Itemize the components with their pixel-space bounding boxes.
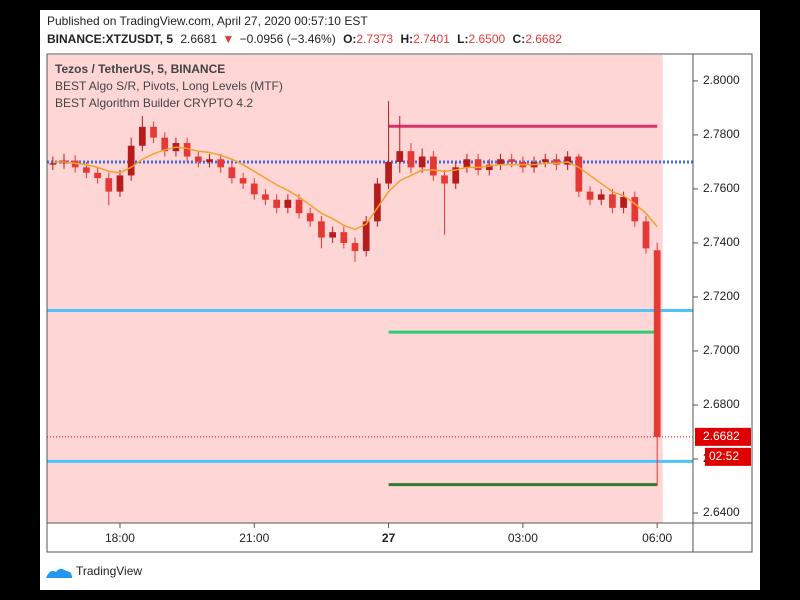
candle-body <box>161 137 169 152</box>
candle-body <box>418 156 426 168</box>
candle-body <box>553 159 560 165</box>
candle-body <box>250 183 258 195</box>
candle-body <box>497 159 504 165</box>
candle-body <box>138 126 146 146</box>
candle-body <box>206 159 213 162</box>
frame <box>46 53 753 553</box>
candle-body <box>631 197 639 222</box>
candle-body <box>83 167 90 173</box>
countdown-box <box>705 447 751 466</box>
down-arrow: ▼ <box>222 32 234 46</box>
symbol-line: BINANCE:XTZUSDT, 5 2.6681 ▼ −0.0956 (−3.… <box>47 32 562 46</box>
candle-body <box>441 175 448 184</box>
y-tick-label: 2.7600 <box>703 181 740 195</box>
candle-body <box>318 221 325 238</box>
y-tick-label: 2.7000 <box>703 343 740 357</box>
candle-body <box>396 151 404 162</box>
candle-body <box>105 178 113 192</box>
candle-body <box>374 183 381 222</box>
published-line: Published on TradingView.com, April 27, … <box>47 14 368 28</box>
candle-body <box>575 156 583 192</box>
candle-body <box>362 221 370 252</box>
candle-body <box>508 159 516 162</box>
candle-body <box>329 232 336 238</box>
candle-body <box>295 199 303 214</box>
x-tick-label: 21:00 <box>239 531 269 545</box>
candle-body <box>116 175 124 192</box>
x-tick-label: 27 <box>382 531 396 545</box>
candle-body <box>351 242 359 252</box>
candle-body <box>194 156 202 162</box>
y-tick-label: 2.7400 <box>703 235 740 249</box>
candle-body <box>262 194 269 200</box>
candle-body <box>150 126 157 138</box>
candle-body <box>385 161 392 184</box>
moving-average <box>52 146 658 231</box>
candle-body <box>239 178 247 184</box>
y-tick-label: 2.7800 <box>703 127 740 141</box>
x-tick-label: 18:00 <box>105 531 135 545</box>
ohlc-key: L: <box>457 32 468 46</box>
ohlc-value: 2.7373 <box>356 32 393 46</box>
x-tick-label: 03:00 <box>508 531 538 545</box>
y-tick-label: 2.8000 <box>703 73 740 87</box>
candle-body <box>597 194 605 200</box>
plot-area <box>47 55 693 523</box>
candle-body <box>541 159 549 162</box>
y-tick-label: 2.6400 <box>703 505 740 519</box>
price-label-box <box>695 427 751 446</box>
candle-body <box>407 151 415 168</box>
change: −0.0956 (−3.46%) <box>240 32 336 46</box>
legend-indicator: BEST Algorithm Builder CRYPTO 4.2 <box>55 96 253 110</box>
candle-body <box>49 163 57 165</box>
candle-body <box>474 159 482 171</box>
brand: TradingView <box>76 564 142 578</box>
candle-body <box>586 191 594 200</box>
symbol: BINANCE:XTZUSDT, 5 <box>47 32 173 46</box>
y-tick-label: 2.6800 <box>703 397 740 411</box>
candle-body <box>485 164 493 171</box>
candle-body <box>273 199 281 208</box>
candle-body <box>306 213 314 222</box>
candle-body <box>217 159 225 168</box>
brand-logo <box>46 568 72 578</box>
legend-symbol: Tezos / TetherUS, 5, BINANCE <box>55 62 225 76</box>
candle-body <box>284 199 292 208</box>
candle-body <box>183 143 191 157</box>
candle-body <box>94 172 101 179</box>
candle-body <box>620 197 627 208</box>
ohlc-key: O: <box>343 32 356 46</box>
candle-body <box>452 167 460 184</box>
candle-body <box>127 145 135 176</box>
candle-body <box>340 232 348 243</box>
candle-body <box>653 250 661 437</box>
legend-indicator: BEST Algo S/R, Pivots, Long Levels (MTF) <box>55 79 283 93</box>
y-tick-label: 2.7200 <box>703 289 740 303</box>
ohlc-value: 2.6500 <box>469 32 506 46</box>
plot-background <box>47 55 663 523</box>
candle-body <box>228 167 236 179</box>
x-tick-label: 06:00 <box>642 531 672 545</box>
price-label: 2.6682 <box>703 429 740 443</box>
ohlc-value: 2.7401 <box>413 32 450 46</box>
candle-body <box>463 159 471 168</box>
candle-body <box>564 156 572 165</box>
ohlc-key: C: <box>513 32 526 46</box>
candle-body <box>609 194 616 208</box>
candle-body <box>642 221 650 249</box>
ohlc-value: 2.6682 <box>525 32 562 46</box>
last-price: 2.6681 <box>180 32 217 46</box>
countdown: 02:52 <box>709 449 739 463</box>
candle-body <box>429 156 437 176</box>
ohlc-key: H: <box>400 32 413 46</box>
